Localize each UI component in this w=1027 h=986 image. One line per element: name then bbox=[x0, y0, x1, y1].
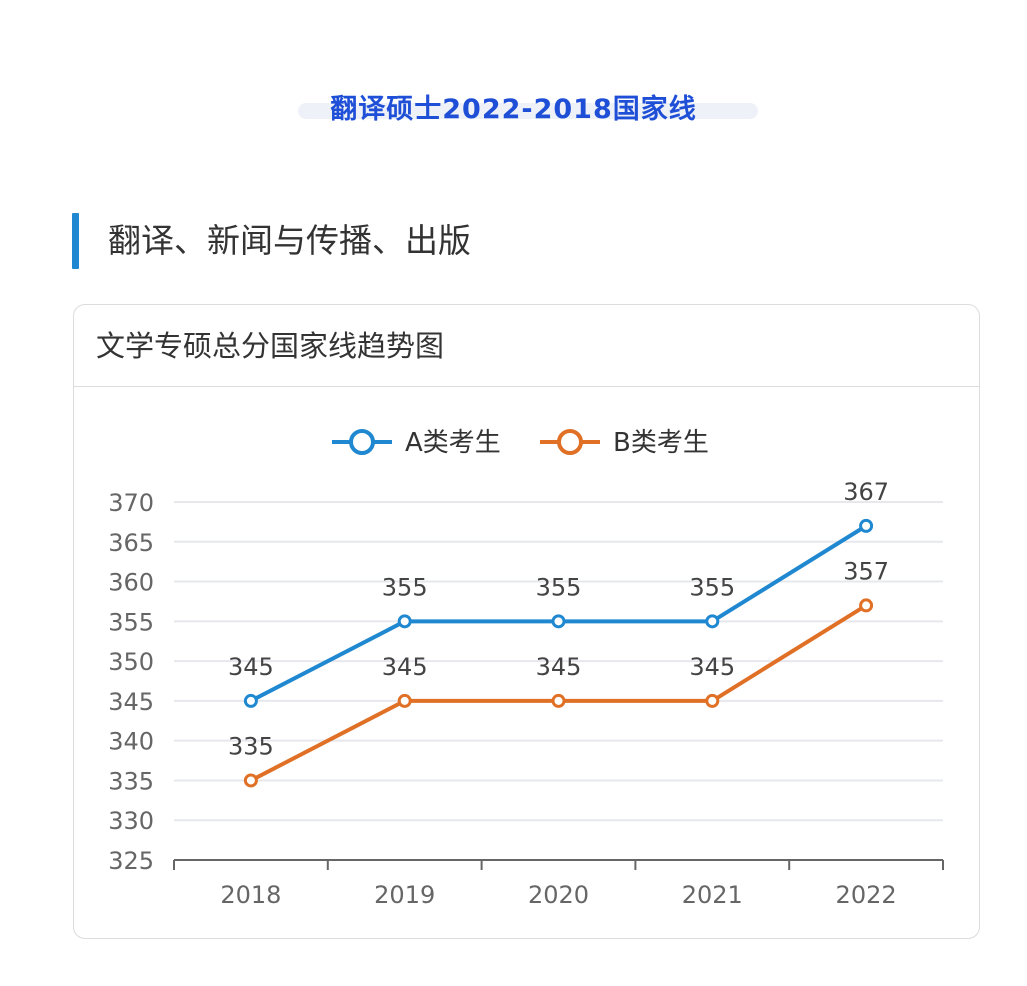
data-label: 367 bbox=[843, 478, 889, 506]
data-point bbox=[243, 693, 258, 708]
x-tick-label: 2020 bbox=[528, 881, 589, 909]
data-label: 355 bbox=[382, 573, 428, 601]
y-tick-label: 360 bbox=[108, 569, 154, 597]
chart-card-title: 文学专硕总分国家线趋势图 bbox=[96, 329, 445, 363]
x-tick-label: 2022 bbox=[836, 881, 897, 909]
series-line-b bbox=[249, 603, 868, 783]
legend-marker bbox=[349, 429, 375, 455]
data-point bbox=[551, 693, 566, 708]
y-tick-label: 370 bbox=[108, 489, 154, 517]
y-tick-label: 330 bbox=[108, 807, 154, 835]
legend-item-b: B类考生 bbox=[540, 428, 709, 458]
y-tick-label: 340 bbox=[108, 728, 154, 756]
section-heading: 翻译、新闻与传播、出版 bbox=[72, 213, 772, 269]
legend-item-a: A类考生 bbox=[332, 428, 501, 458]
x-tick-label: 2021 bbox=[682, 881, 743, 909]
y-tick-label: 325 bbox=[108, 847, 154, 875]
data-label: 355 bbox=[689, 573, 735, 601]
data-label: 335 bbox=[228, 732, 274, 760]
section-title: 翻译、新闻与传播、出版 bbox=[108, 221, 471, 260]
data-point bbox=[859, 518, 874, 533]
data-label: 355 bbox=[536, 573, 582, 601]
chart-card: 文学专硕总分国家线趋势图 325 330 335 340 345 350 355 360 365… bbox=[73, 304, 980, 939]
legend-marker bbox=[557, 429, 583, 455]
y-tick-label: 335 bbox=[108, 767, 154, 795]
y-tick-label: 350 bbox=[108, 648, 154, 676]
data-label: 357 bbox=[843, 557, 889, 585]
data-point bbox=[705, 614, 720, 629]
data-point bbox=[859, 598, 874, 613]
x-tick-label: 2019 bbox=[374, 881, 435, 909]
y-tick-label: 365 bbox=[108, 529, 154, 557]
data-label: 345 bbox=[382, 653, 428, 681]
legend-label: B类考生 bbox=[613, 428, 709, 458]
data-point bbox=[397, 614, 412, 629]
data-point bbox=[397, 693, 412, 708]
headline: 翻译硕士2022-2018国家线 bbox=[0, 86, 1027, 134]
legend-label: A类考生 bbox=[405, 428, 501, 458]
data-point bbox=[243, 773, 258, 788]
data-label: 345 bbox=[536, 653, 582, 681]
data-point bbox=[551, 614, 566, 629]
headline-highlight-bar bbox=[298, 103, 758, 119]
line-chart: 325 330 335 340 345 350 355 360 365 370 2018 2019 20… bbox=[108, 428, 944, 909]
section-accent-bar bbox=[72, 213, 79, 269]
x-tick-label: 2018 bbox=[220, 881, 281, 909]
y-tick-label: 345 bbox=[108, 688, 154, 716]
chart-card-header: 文学专硕总分国家线趋势图 bbox=[74, 305, 979, 387]
data-point bbox=[705, 693, 720, 708]
y-tick-label: 355 bbox=[108, 608, 154, 636]
data-label: 345 bbox=[228, 653, 274, 681]
headline-text: 翻译硕士2022-2018国家线 bbox=[330, 94, 697, 125]
data-label: 345 bbox=[689, 653, 735, 681]
